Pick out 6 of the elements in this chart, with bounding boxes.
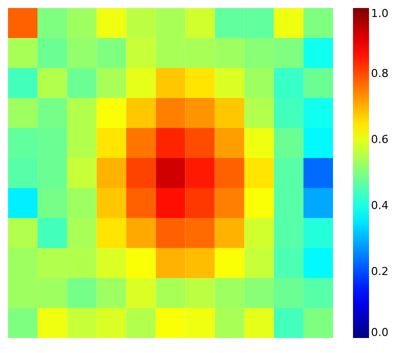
color-bar-label: 0.8 [371, 67, 388, 80]
color-bar-label: 1.0 [371, 7, 388, 20]
color-bar-label: 0.2 [371, 265, 388, 278]
color-bar-label: 0.0 [371, 326, 388, 339]
color-bar-label: 0.6 [371, 133, 388, 146]
color-bar-label: 0.4 [371, 199, 388, 212]
